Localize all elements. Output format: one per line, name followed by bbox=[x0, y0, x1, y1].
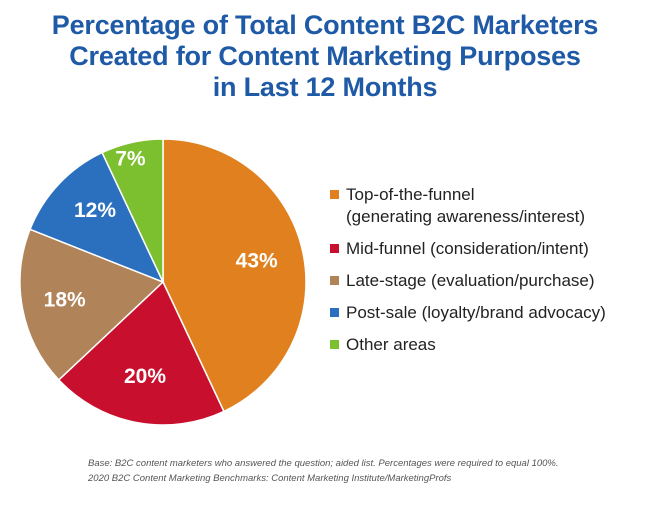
footnote-base: Base: B2C content marketers who answered… bbox=[88, 458, 559, 469]
legend-item-2: Mid-funnel (consideration/intent) bbox=[330, 238, 640, 260]
pie-slice-4 bbox=[29, 151, 165, 284]
footnote-source: 2020 B2C Content Marketing Benchmarks: C… bbox=[88, 473, 452, 484]
chart-title: Percentage of Total Content B2C Marketer… bbox=[0, 10, 650, 103]
legend-item-5: Other areas bbox=[330, 334, 640, 356]
legend-item-3: Late-stage (evaluation/purchase) bbox=[330, 270, 640, 292]
pie-slice-label-2: 20% bbox=[124, 365, 166, 388]
legend-swatch bbox=[330, 340, 339, 349]
legend-item-1: Top-of-the-funnel (generating awareness/… bbox=[330, 184, 640, 228]
footnote: Base: B2C content marketers who answered… bbox=[88, 456, 628, 486]
legend-label: Late-stage (evaluation/purchase) bbox=[346, 271, 595, 290]
legend-label: Other areas bbox=[346, 335, 436, 354]
legend-swatch bbox=[330, 244, 339, 253]
legend-label: Top-of-the-funnel (generating awareness/… bbox=[346, 185, 586, 226]
legend-swatch bbox=[330, 276, 339, 285]
pie-slice-1 bbox=[162, 138, 307, 413]
chart-title-line-1: Percentage of Total Content B2C Marketer… bbox=[51, 10, 599, 40]
pie-slice-label-4: 12% bbox=[74, 199, 116, 222]
pie-slice-label-3: 18% bbox=[44, 288, 86, 311]
legend-item-4: Post-sale (loyalty/brand advocacy) bbox=[330, 302, 640, 324]
pie-slice-3 bbox=[19, 228, 165, 381]
pie-slice-5 bbox=[101, 138, 164, 283]
pie-slice-label-5: 7% bbox=[115, 147, 146, 170]
legend-label: Mid-funnel (consideration/intent) bbox=[346, 239, 589, 258]
chart-title-line-2: Created for Content Marketing Purposes bbox=[69, 41, 581, 71]
pie-chart: 43% 20% 18% 12% 7% bbox=[19, 138, 307, 426]
legend-swatch bbox=[330, 190, 339, 199]
chart-legend: Top-of-the-funnel (generating awareness/… bbox=[330, 184, 640, 366]
chart-title-line-3: in Last 12 Months bbox=[212, 72, 438, 102]
pie-slice-label-1: 43% bbox=[236, 250, 278, 273]
legend-label: Post-sale (loyalty/brand advocacy) bbox=[346, 303, 606, 322]
legend-swatch bbox=[330, 308, 339, 317]
pie-slice-2 bbox=[57, 280, 225, 426]
